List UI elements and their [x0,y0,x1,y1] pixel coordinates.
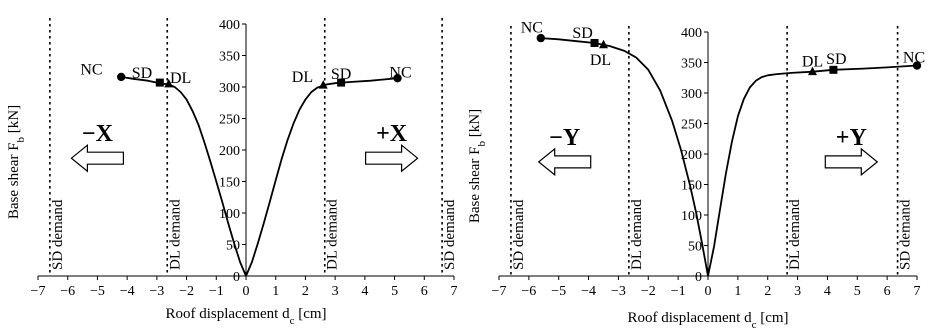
y-tick-label: 250 [681,118,702,133]
demand-label: SD demand [50,199,66,270]
x-tick-label: 4 [824,284,831,299]
direction-arrow-right [365,143,419,173]
x-axis-title: Roof displacement dc [cm] [165,306,326,327]
demand-label: SD demand [898,199,914,270]
x-tick-label: 3 [332,284,339,299]
x-tick-label: −6 [521,284,536,299]
x-tick-label: 0 [243,284,250,299]
marker-nc [912,61,922,70]
marker-sd [155,78,164,87]
marker-dl [808,66,817,76]
marker-sd [590,38,599,47]
marker-label: SD [132,65,152,82]
x-tick-label: −4 [581,284,596,299]
y-tick-label: 200 [681,148,702,163]
marker-sd [337,78,346,87]
marker-label: SD [826,51,846,68]
y-tick-label: 100 [681,209,702,224]
y-tick-label: 50 [688,240,702,255]
marker-sd [829,65,838,74]
y-tick-label: 150 [681,179,702,194]
demand-label: SD demand [442,199,458,270]
demand-label: DL demand [325,199,341,270]
direction-arrow-left [70,143,125,173]
x-tick-label: −2 [641,284,656,299]
y-tick-label: 350 [681,57,702,72]
x-tick-label: −3 [149,284,164,299]
x-tick-label: −7 [492,284,507,299]
marker-label: DL [590,52,611,69]
y-tick-label: 400 [681,26,702,41]
y-tick-label: 350 [219,50,240,65]
demand-label: DL demand [629,199,645,270]
marker-nc [117,72,126,82]
y-tick-label: 300 [219,81,240,96]
x-tick-label: 6 [884,284,891,299]
marker-label: NC [389,65,411,82]
y-tick-label: 0 [695,270,702,285]
marker-dl [164,78,174,88]
x-tick-label: −3 [611,284,626,299]
y-tick-label: 250 [219,113,240,128]
marker-label: NC [80,61,102,78]
x-tick-label: 2 [764,284,771,299]
demand-label: DL demand [787,199,803,270]
marker-label: SD [572,25,592,42]
marker-nc [393,73,402,83]
capacity-curve [540,37,709,277]
y-tick-label: 150 [219,176,240,191]
chart-panel-x: −7 −6 −5 −4 −3 −2 −1 0 1 2 3 4 5 6 7050100150200250300… [6,18,458,327]
capacity-curve [707,64,918,277]
x-axis-title: Roof displacement dc [cm] [627,310,788,331]
y-tick-label: 300 [681,87,702,102]
x-tick-label: −6 [60,284,75,299]
x-tick-label: 1 [272,284,279,299]
demand-label: SD demand [511,199,527,270]
x-tick-label: 3 [794,284,801,299]
x-tick-label: −5 [551,284,566,299]
marker-dl [599,39,608,49]
x-tick-label: 1 [734,284,741,299]
direction-label: +Y [836,125,867,151]
direction-label: +X [376,121,408,147]
marker-label: NC [521,20,543,37]
direction-label: −X [82,121,114,147]
x-tick-label: −2 [179,284,194,299]
marker-label: DL [292,69,313,86]
x-tick-label: −7 [31,284,46,299]
x-tick-label: 0 [705,284,712,299]
y-tick-label: 200 [219,144,240,159]
x-tick-label: −1 [671,284,686,299]
x-tick-label: 4 [361,284,368,299]
x-tick-label: 5 [391,284,398,299]
y-tick-label: 100 [219,207,240,222]
x-tick-label: 7 [914,284,921,299]
direction-arrow-left [537,147,592,177]
y-tick-label: 400 [219,18,240,33]
x-tick-label: 5 [854,284,861,299]
y-axis-title: Base shear Fb [kN] [6,105,27,219]
x-tick-label: −5 [90,284,105,299]
x-tick-label: 7 [451,284,458,299]
marker-label: DL [170,70,191,87]
marker-label: SD [331,66,351,83]
marker-label: DL [802,53,823,70]
marker-label: NC [903,50,925,67]
direction-arrow-right [824,147,879,177]
x-tick-label: −1 [209,284,224,299]
chart-panel-y: −7 −6 −5 −4 −3 −2 −1 0 1 2 3 4 5 6 7 0 50 100 150 200 250 300… [467,20,925,331]
y-tick-label: 0 [233,270,240,285]
x-tick-label: −4 [120,284,135,299]
x-tick-label: 2 [302,284,309,299]
demand-label: DL demand [167,199,183,270]
capacity-curve [245,77,398,277]
marker-dl [318,80,328,89]
direction-label: −Y [549,125,580,151]
y-axis-title: Base shear Fb [kN] [467,109,488,223]
marker-nc [536,33,545,43]
x-tick-label: 6 [421,284,428,299]
